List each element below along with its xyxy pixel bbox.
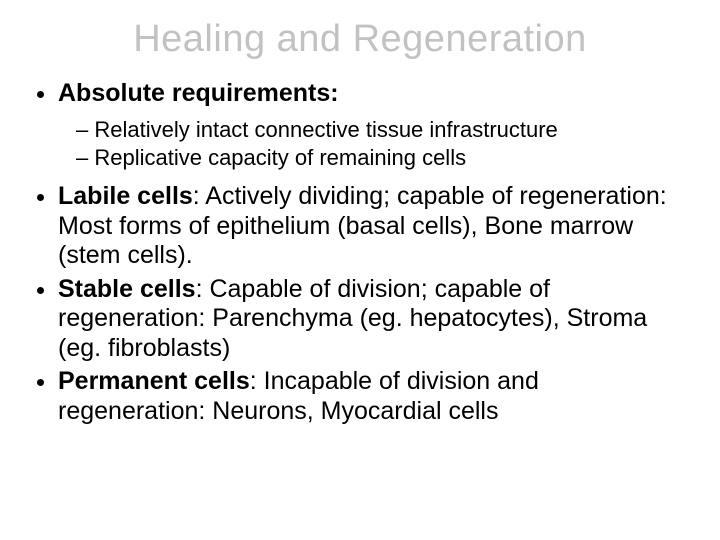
bullet-requirements: Absolute requirements: Relatively intact… (58, 79, 692, 172)
requirements-sub-2: Replicative capacity of remaining cells (76, 145, 692, 172)
bullet-stable: Stable cells: Capable of division; capab… (58, 275, 692, 364)
requirements-sub-1: Relatively intact connective tissue infr… (76, 117, 692, 144)
bullet-list: Absolute requirements: Relatively intact… (28, 79, 692, 426)
permanent-label: Permanent cells (58, 367, 250, 395)
slide: Healing and Regeneration Absolute requir… (0, 0, 720, 540)
slide-title: Healing and Regeneration (28, 18, 692, 61)
requirements-sublist: Relatively intact connective tissue infr… (58, 117, 692, 173)
labile-label: Labile cells (58, 182, 193, 210)
stable-label: Stable cells (58, 275, 196, 303)
requirements-label: Absolute requirements: (58, 79, 339, 107)
bullet-permanent: Permanent cells: Incapable of division a… (58, 367, 692, 426)
bullet-labile: Labile cells: Actively dividing; capable… (58, 182, 692, 271)
